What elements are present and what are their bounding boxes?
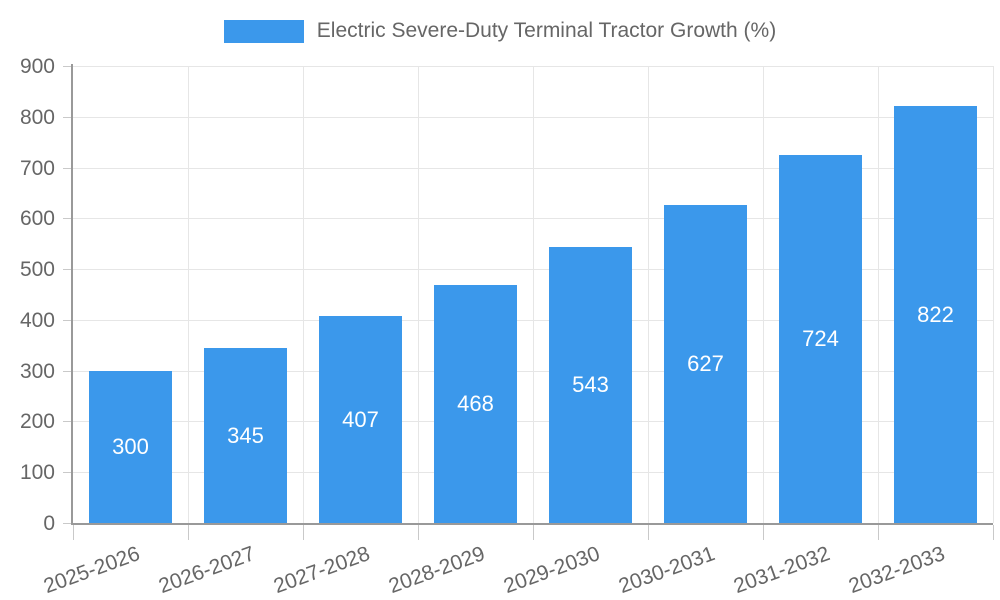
- bar[interactable]: [434, 285, 517, 523]
- legend-swatch: [223, 19, 304, 43]
- bar[interactable]: [204, 348, 287, 523]
- y-axis-line: [71, 64, 73, 523]
- x-gridline: [303, 66, 304, 523]
- bar-value-label: 345: [227, 423, 264, 448]
- y-axis-tick: [63, 218, 73, 219]
- x-gridline: [878, 66, 879, 523]
- x-gridline: [763, 66, 764, 523]
- x-tick-label: 2031-2032: [730, 542, 834, 599]
- x-axis-tick: [993, 525, 994, 540]
- y-axis-tick: [63, 269, 73, 270]
- y-tick-label: 0: [43, 512, 55, 535]
- x-tick-label: 2032-2033: [845, 542, 949, 599]
- x-gridline: [648, 66, 649, 523]
- y-axis-tick: [63, 523, 73, 524]
- x-axis-tick: [648, 525, 649, 540]
- x-axis-line: [71, 523, 993, 525]
- x-gridline: [418, 66, 419, 523]
- x-axis-tick: [763, 525, 764, 540]
- y-tick-label: 700: [19, 157, 55, 180]
- y-tick-label: 400: [19, 309, 55, 332]
- bar-value-label: 300: [112, 434, 149, 459]
- bar-value-label: 468: [457, 391, 494, 416]
- x-axis-tick: [533, 525, 534, 540]
- x-tick-label: 2030-2031: [615, 542, 719, 599]
- x-gridline: [188, 66, 189, 523]
- y-axis-tick: [63, 168, 73, 169]
- x-tick-label: 2027-2028: [270, 542, 374, 599]
- chart-legend[interactable]: Electric Severe-Duty Terminal Tractor Gr…: [0, 17, 1000, 45]
- y-tick-label: 500: [19, 258, 55, 281]
- y-axis-tick: [63, 472, 73, 473]
- bar[interactable]: [664, 205, 747, 523]
- x-gridline: [533, 66, 534, 523]
- x-axis-tick: [73, 525, 74, 540]
- bar-value-label: 627: [687, 351, 724, 376]
- y-axis-tick: [63, 421, 73, 422]
- y-tick-label: 200: [19, 410, 55, 433]
- bar-value-label: 822: [917, 302, 954, 327]
- y-axis-tick: [63, 371, 73, 372]
- bar-value-label: 543: [572, 372, 609, 397]
- y-tick-label: 100: [19, 461, 55, 484]
- bar[interactable]: [779, 155, 862, 523]
- y-axis-tick: [63, 117, 73, 118]
- x-axis-tick: [303, 525, 304, 540]
- x-axis-tick: [418, 525, 419, 540]
- y-tick-label: 600: [19, 207, 55, 230]
- y-tick-label: 800: [19, 106, 55, 129]
- x-tick-label: 2025-2026: [40, 542, 144, 599]
- x-gridline: [993, 66, 994, 523]
- y-tick-label: 300: [19, 360, 55, 383]
- x-axis-tick: [188, 525, 189, 540]
- x-tick-label: 2026-2027: [155, 542, 259, 599]
- bar-value-label: 724: [802, 326, 839, 351]
- y-axis-tick: [63, 320, 73, 321]
- y-tick-label: 900: [19, 55, 55, 78]
- x-tick-label: 2028-2029: [385, 542, 489, 599]
- x-tick-label: 2029-2030: [500, 542, 604, 599]
- bar[interactable]: [549, 247, 632, 523]
- bar[interactable]: [319, 316, 402, 523]
- legend-label: Electric Severe-Duty Terminal Tractor Gr…: [316, 19, 777, 42]
- bar[interactable]: [89, 371, 172, 523]
- bar-value-label: 407: [342, 407, 379, 432]
- bar[interactable]: [894, 106, 977, 523]
- y-axis-tick: [63, 66, 73, 67]
- x-axis-tick: [878, 525, 879, 540]
